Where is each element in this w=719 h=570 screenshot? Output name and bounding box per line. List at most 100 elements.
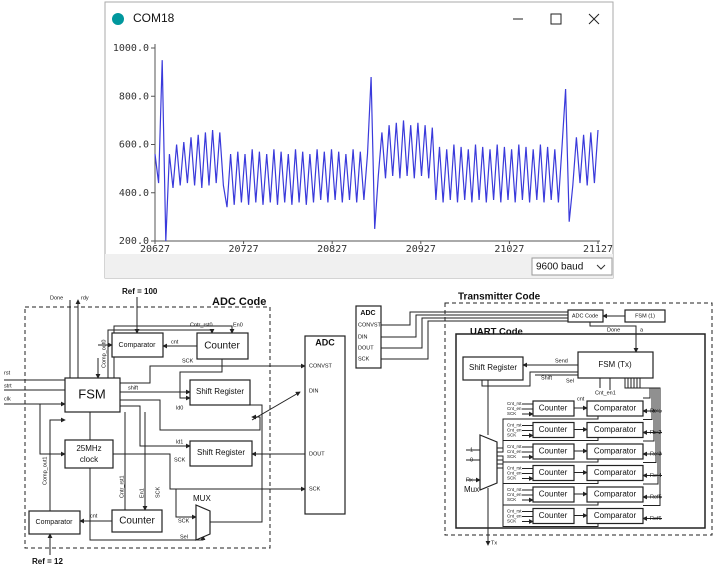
wire	[210, 404, 263, 523]
y-tick-label: 600.0	[119, 140, 149, 151]
block-label: Comparator	[594, 425, 637, 434]
block-label: Counter	[539, 447, 568, 456]
counter-block	[532, 400, 575, 417]
x-tick-label: 21127	[583, 244, 613, 255]
wire	[497, 437, 599, 453]
counter-block	[532, 443, 575, 460]
y-tick-label: 800.0	[119, 91, 149, 102]
signal-label: Comp_out0	[101, 340, 107, 368]
signal-label: Sel	[180, 534, 188, 540]
wire	[175, 489, 197, 520]
signal-label: ld1	[176, 439, 183, 445]
block-label: Counter	[539, 490, 568, 499]
signal-label: En0	[233, 322, 243, 328]
pin-label: DIN	[358, 334, 368, 340]
signal-label: a	[640, 327, 644, 333]
baud-label: 9600 baud	[536, 262, 583, 273]
pin-label: DOUT	[358, 345, 374, 351]
shift-register-block	[189, 440, 253, 467]
signal-label: clk	[4, 396, 11, 402]
window-title: COM18	[133, 11, 175, 25]
counter-block	[196, 332, 249, 360]
wire	[589, 322, 639, 353]
block-label: ADC Code	[572, 313, 598, 319]
signal-label: Cnt_en1	[595, 390, 616, 396]
window-frame	[104, 1, 614, 279]
signal-label: SCK	[507, 454, 516, 459]
pin-label: DOUT	[309, 451, 325, 457]
wire	[124, 412, 145, 510]
maximize-button[interactable]	[550, 13, 562, 25]
ref-label: Ref = 100	[122, 287, 158, 296]
signal-label: Cnt_rst	[507, 401, 522, 406]
pin-label: DIN	[309, 388, 319, 394]
clock-block	[64, 439, 114, 469]
plotter-window: COM18 9600 baud	[104, 1, 614, 279]
block-label: Counter	[539, 511, 568, 520]
uart-boundary	[455, 333, 706, 529]
wire	[522, 403, 533, 414]
ref-label: Ref4	[650, 473, 662, 479]
block-label: Comparator	[36, 519, 74, 526]
block-label: FSM (1)	[635, 313, 655, 319]
signal-label: Cnt_en	[507, 471, 522, 476]
baud-dropdown[interactable]	[531, 257, 613, 276]
wire	[69, 300, 78, 378]
block-label: FSM	[78, 386, 105, 401]
diagram-title: UART Code	[470, 327, 523, 338]
close-button[interactable]	[588, 13, 600, 25]
block-label: Comparator	[594, 490, 637, 499]
comparator-block	[28, 510, 81, 535]
block-label: FSM (Tx)	[598, 360, 632, 369]
counter-rows: Counter Comparator Ref1Cnt_rstCnt_enSCKCou…	[497, 378, 662, 527]
block-label: Counter	[539, 404, 568, 413]
comparator-block	[586, 464, 644, 482]
signal-label: cnt	[577, 396, 585, 402]
wire	[466, 449, 480, 480]
signal-label: Cnt_en	[507, 492, 522, 497]
x-tick-label: 20727	[229, 244, 259, 255]
wire	[120, 405, 191, 449]
x-tick-label: 20827	[317, 244, 347, 255]
wire	[497, 467, 599, 527]
signal-label: cnt	[171, 339, 179, 345]
pin-label: CONVST	[309, 363, 333, 369]
signal-label: shift	[128, 385, 139, 391]
signal-label: rst	[4, 370, 11, 376]
block-label: Comparator	[594, 511, 637, 520]
block-label: Counter	[539, 468, 568, 477]
signal-label: Cnt_en	[507, 428, 522, 433]
x-tick-label: 20627	[140, 244, 170, 255]
comparator-block	[586, 400, 644, 417]
signal-label: Cnt_rst	[507, 423, 522, 428]
signal-label: cnt	[90, 513, 98, 519]
signal-label: SCK	[507, 476, 516, 481]
wire	[522, 511, 533, 522]
shift-register-block	[462, 356, 524, 381]
pin-label: CONVST	[358, 322, 382, 328]
signal-label: Send	[555, 358, 568, 364]
mux-block	[195, 504, 211, 541]
data-line	[154, 60, 599, 242]
wire	[113, 453, 306, 492]
app-icon	[112, 13, 124, 25]
block-label: Shift Register	[469, 363, 517, 372]
diagram-title: ADC Code	[212, 296, 266, 308]
shift-register-block	[189, 379, 251, 406]
counter-block	[532, 464, 575, 482]
block-label: Mux	[464, 485, 479, 494]
dropdown-arrow	[596, 264, 606, 270]
comparator-block	[586, 507, 644, 525]
block-label: 25MHz	[76, 444, 101, 453]
counter-block	[111, 509, 163, 533]
wire	[49, 417, 66, 511]
signal-label: Cntr_rst0	[190, 322, 213, 328]
wire	[522, 425, 533, 436]
signal-label: Tx	[491, 540, 497, 546]
comparator-block	[111, 332, 164, 358]
wire	[497, 416, 599, 449]
y-tick-label: 200.0	[119, 236, 149, 247]
signal-label: Cnt_rst	[507, 487, 522, 492]
signal-label: SCK	[182, 358, 194, 364]
